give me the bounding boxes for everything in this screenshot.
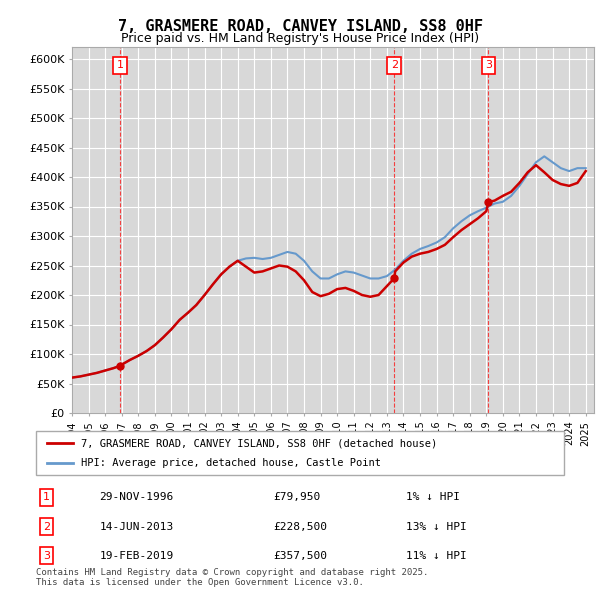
- Text: 11% ↓ HPI: 11% ↓ HPI: [406, 551, 466, 560]
- FancyBboxPatch shape: [36, 431, 564, 475]
- Text: 1: 1: [117, 61, 124, 70]
- Text: 7, GRASMERE ROAD, CANVEY ISLAND, SS8 0HF (detached house): 7, GRASMERE ROAD, CANVEY ISLAND, SS8 0HF…: [81, 439, 437, 449]
- Text: £357,500: £357,500: [274, 551, 328, 560]
- Text: 13% ↓ HPI: 13% ↓ HPI: [406, 522, 466, 532]
- Text: Contains HM Land Registry data © Crown copyright and database right 2025.
This d: Contains HM Land Registry data © Crown c…: [36, 568, 428, 587]
- Text: 29-NOV-1996: 29-NOV-1996: [100, 493, 173, 502]
- Text: 2: 2: [391, 61, 398, 70]
- Text: 7, GRASMERE ROAD, CANVEY ISLAND, SS8 0HF: 7, GRASMERE ROAD, CANVEY ISLAND, SS8 0HF: [118, 19, 482, 34]
- Text: 19-FEB-2019: 19-FEB-2019: [100, 551, 173, 560]
- Text: 14-JUN-2013: 14-JUN-2013: [100, 522, 173, 532]
- Text: 3: 3: [43, 551, 50, 560]
- Text: £79,950: £79,950: [274, 493, 321, 502]
- Text: £228,500: £228,500: [274, 522, 328, 532]
- Text: 1% ↓ HPI: 1% ↓ HPI: [406, 493, 460, 502]
- Text: HPI: Average price, detached house, Castle Point: HPI: Average price, detached house, Cast…: [81, 458, 381, 467]
- Text: 3: 3: [485, 61, 492, 70]
- Text: 1: 1: [43, 493, 50, 502]
- Text: 2: 2: [43, 522, 50, 532]
- Text: Price paid vs. HM Land Registry's House Price Index (HPI): Price paid vs. HM Land Registry's House …: [121, 32, 479, 45]
